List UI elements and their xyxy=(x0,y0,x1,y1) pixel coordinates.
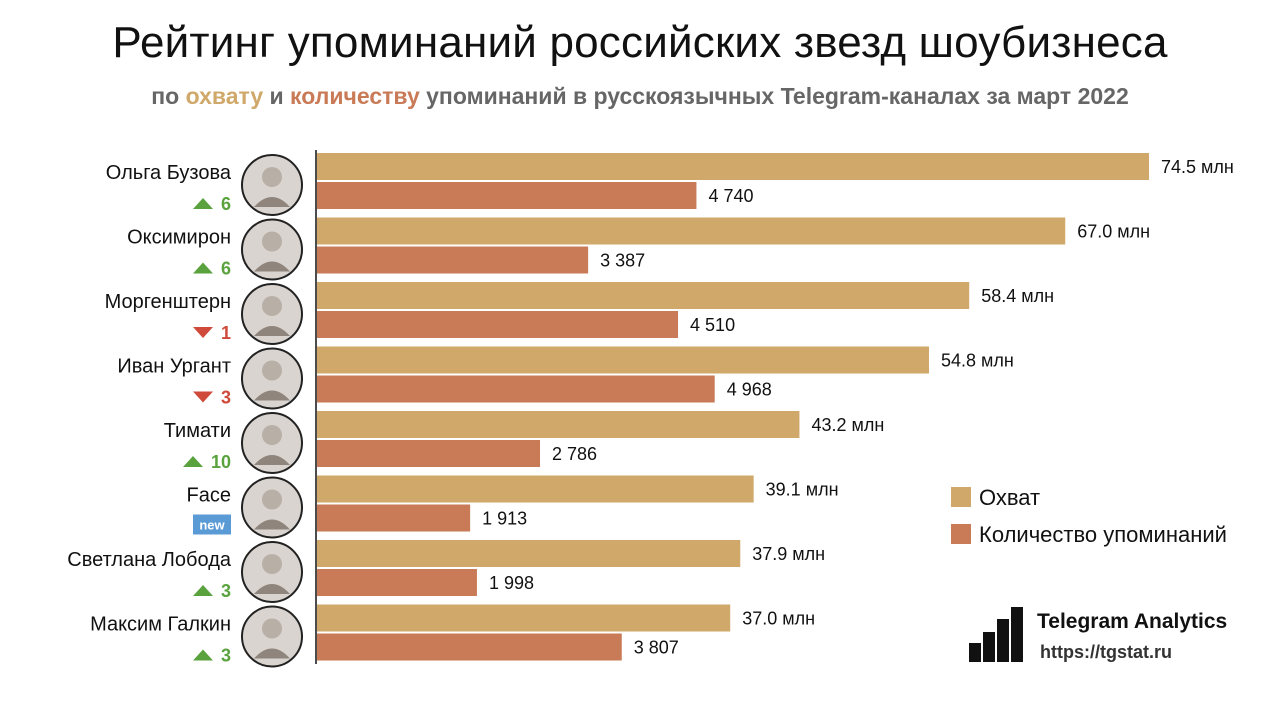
avatar-person-icon xyxy=(254,390,290,401)
rank-change-value: 10 xyxy=(211,452,231,472)
avatar-person-icon xyxy=(262,231,282,252)
data-label-count: 1 913 xyxy=(482,509,527,529)
bar-chart-logo-icon xyxy=(969,607,1023,662)
chart-legend: Охват Количество упоминаний xyxy=(951,485,1227,547)
bar-reach[interactable] xyxy=(317,346,929,374)
triangle-up-icon xyxy=(193,262,213,274)
avatar-person-icon xyxy=(254,584,290,594)
data-label-reach: 39.1 млн xyxy=(766,480,839,500)
avatar-person-icon xyxy=(254,197,290,207)
category-label: Максим Галкин xyxy=(90,614,231,636)
new-badge xyxy=(193,514,231,535)
legend-swatch-reach xyxy=(951,487,971,507)
avatar-person-icon xyxy=(254,519,290,530)
avatar-person-icon xyxy=(254,455,290,465)
bar-count[interactable] xyxy=(317,633,622,661)
avatar-person-icon xyxy=(254,326,290,336)
data-label-count: 4 510 xyxy=(690,315,735,335)
category-label: Моргенштерн xyxy=(105,291,231,313)
branding: Telegram Analytics https://tgstat.ru xyxy=(969,607,1227,662)
data-label-count: 2 786 xyxy=(552,444,597,464)
data-label-reach: 37.9 млн xyxy=(752,544,825,564)
subtitle-part: упоминаний в русскоязычных Telegram-кана… xyxy=(419,83,1129,109)
bar-count[interactable] xyxy=(317,182,697,209)
bar-count[interactable] xyxy=(317,440,541,467)
avatar-person-icon xyxy=(262,167,282,187)
avatar-person-icon xyxy=(262,489,282,510)
bar-reach[interactable] xyxy=(317,604,731,632)
rank-change-value: 3 xyxy=(221,646,231,666)
triangle-up-icon xyxy=(193,585,213,596)
triangle-up-icon xyxy=(193,198,213,209)
avatar-person-icon xyxy=(254,648,290,659)
rank-change-value: 6 xyxy=(221,259,231,279)
bar-count[interactable] xyxy=(317,375,715,403)
chart-subtitle: по охвату и количеству упоминаний в русс… xyxy=(0,83,1280,110)
bar-reach[interactable] xyxy=(317,282,970,309)
data-label-count: 4 740 xyxy=(708,186,753,206)
bar-count[interactable] xyxy=(317,569,477,596)
subtitle-part: по xyxy=(151,83,186,109)
data-label-count: 1 998 xyxy=(489,573,534,593)
avatar-person-icon xyxy=(262,296,282,316)
bar-count[interactable] xyxy=(317,311,679,338)
bar-reach[interactable] xyxy=(317,540,741,567)
category-label: Иван Ургант xyxy=(117,356,231,378)
data-label-reach: 58.4 млн xyxy=(981,286,1054,306)
category-label: Ольга Бузова xyxy=(106,162,232,184)
avatar-person-icon xyxy=(262,554,282,574)
brand-url[interactable]: https://tgstat.ru xyxy=(1040,642,1172,662)
bar-count[interactable] xyxy=(317,504,471,532)
bar-count[interactable] xyxy=(317,246,589,274)
rank-change-value: 6 xyxy=(221,194,231,214)
brand-name: Telegram Analytics xyxy=(1037,610,1227,633)
legend-swatch-count xyxy=(951,524,971,544)
subtitle-highlight-count: количеству xyxy=(290,83,420,109)
data-label-count: 4 968 xyxy=(727,380,772,400)
new-badge-label: new xyxy=(199,518,225,533)
avatar-person-icon xyxy=(262,425,282,445)
avatar-person-icon xyxy=(262,618,282,639)
triangle-down-icon xyxy=(193,391,213,403)
bar-reach[interactable] xyxy=(317,411,800,438)
rank-change-value: 1 xyxy=(221,323,231,343)
avatar-person-icon xyxy=(254,261,290,272)
data-label-count: 3 807 xyxy=(634,638,679,658)
rank-change-value: 3 xyxy=(221,581,231,601)
category-label: Face xyxy=(187,485,231,507)
category-label: Тимати xyxy=(164,420,231,442)
data-label-count: 3 387 xyxy=(600,251,645,271)
avatar-person-icon xyxy=(262,360,282,381)
rank-change-value: 3 xyxy=(221,388,231,408)
triangle-up-icon xyxy=(183,456,203,467)
subtitle-part: и xyxy=(263,83,291,109)
chart-rows: 74.5 млн 4 740 Ольга Бузова 6 67.0 млн 3 387 О… xyxy=(67,153,1234,668)
category-label: Оксимирон xyxy=(127,227,231,249)
data-label-reach: 43.2 млн xyxy=(811,415,884,435)
data-label-reach: 54.8 млн xyxy=(941,351,1014,371)
subtitle-highlight-reach: охвату xyxy=(185,83,264,109)
bar-reach[interactable] xyxy=(317,217,1066,245)
legend-label-reach: Охват xyxy=(979,485,1040,510)
triangle-down-icon xyxy=(193,327,213,338)
bar-reach[interactable] xyxy=(317,475,754,503)
data-label-reach: 67.0 млн xyxy=(1077,222,1150,242)
legend-label-count: Количество упоминаний xyxy=(979,522,1227,547)
chart-title: Рейтинг упоминаний российских звезд шоуб… xyxy=(112,18,1168,67)
data-label-reach: 37.0 млн xyxy=(742,609,815,629)
triangle-up-icon xyxy=(193,649,213,661)
bar-reach[interactable] xyxy=(317,153,1149,180)
category-label: Светлана Лобода xyxy=(67,549,232,571)
data-label-reach: 74.5 млн xyxy=(1161,157,1234,177)
